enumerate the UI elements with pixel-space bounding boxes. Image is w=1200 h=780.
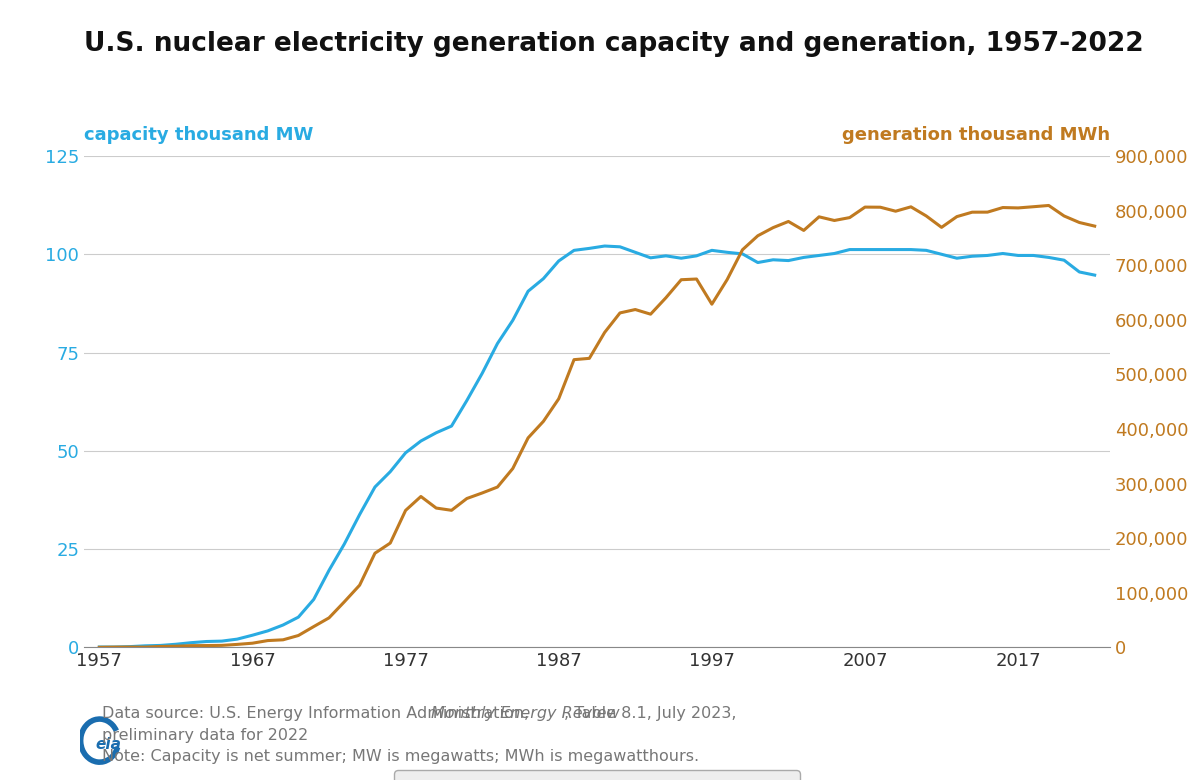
Text: Data source: U.S. Energy Information Administration,: Data source: U.S. Energy Information Adm… [102,706,534,721]
Legend: capacity, generation: capacity, generation [394,770,800,780]
Text: Monthly Energy Review: Monthly Energy Review [431,706,619,721]
Text: preliminary data for 2022: preliminary data for 2022 [102,728,308,743]
Text: U.S. nuclear electricity generation capacity and generation, 1957-2022: U.S. nuclear electricity generation capa… [84,31,1144,57]
Text: , Table 8.1, July 2023,: , Table 8.1, July 2023, [564,706,737,721]
Text: capacity thousand MW: capacity thousand MW [84,126,313,144]
Text: eia: eia [95,737,121,752]
Text: Note: Capacity is net summer; MW is megawatts; MWh is megawatthours.: Note: Capacity is net summer; MW is mega… [102,749,700,764]
Text: generation thousand MWh: generation thousand MWh [842,126,1110,144]
